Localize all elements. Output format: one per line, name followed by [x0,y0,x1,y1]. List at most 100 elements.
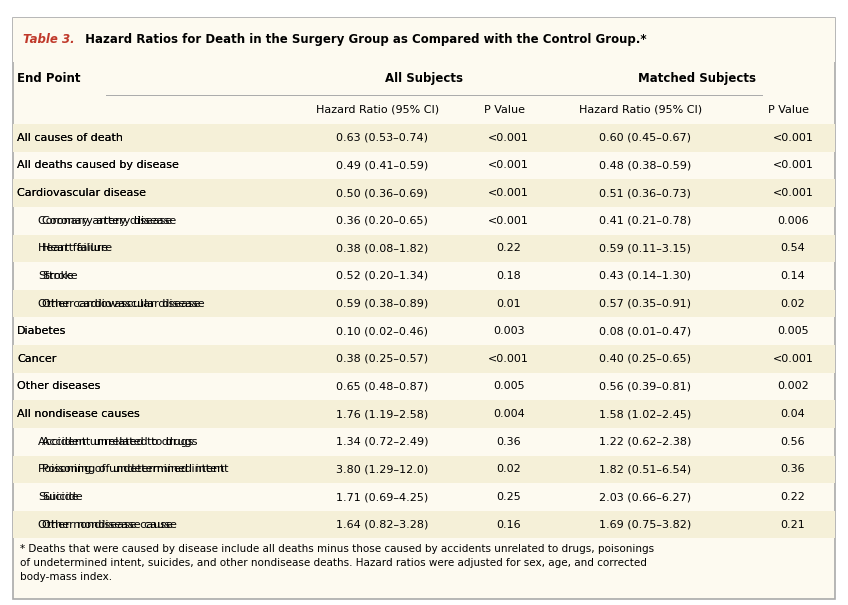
Text: 0.65 (0.48–0.87): 0.65 (0.48–0.87) [336,382,428,391]
Text: Diabetes: Diabetes [17,326,66,336]
Text: Hazard Ratio (95% CI): Hazard Ratio (95% CI) [578,105,702,114]
Text: 0.25: 0.25 [496,492,522,502]
Text: 0.59 (0.11–3.15): 0.59 (0.11–3.15) [600,243,691,253]
Text: 1.82 (0.51–6.54): 1.82 (0.51–6.54) [599,465,691,474]
Text: Cardiovascular disease: Cardiovascular disease [17,188,146,198]
Text: 0.003: 0.003 [493,326,525,336]
Text: Cardiovascular disease: Cardiovascular disease [17,188,146,198]
Text: 0.41 (0.21–0.78): 0.41 (0.21–0.78) [599,216,691,226]
Text: Heart failure: Heart failure [38,243,109,253]
Text: 0.51 (0.36–0.73): 0.51 (0.36–0.73) [600,188,691,198]
Text: All nondisease causes: All nondisease causes [17,409,140,419]
Text: Other diseases: Other diseases [17,382,100,391]
Text: 0.005: 0.005 [493,382,525,391]
Text: 0.52 (0.20–1.34): 0.52 (0.20–1.34) [336,271,428,281]
Text: Hazard Ratio (95% CI): Hazard Ratio (95% CI) [315,105,439,114]
Text: Matched Subjects: Matched Subjects [639,72,756,85]
Text: 0.38 (0.08–1.82): 0.38 (0.08–1.82) [336,243,428,253]
Text: 0.006: 0.006 [777,216,809,226]
Text: <0.001: <0.001 [773,188,813,198]
Text: 1.76 (1.19–2.58): 1.76 (1.19–2.58) [336,409,428,419]
Text: Suicide: Suicide [42,492,83,502]
Text: P Value: P Value [484,105,525,114]
Text: 0.59 (0.38–0.89): 0.59 (0.38–0.89) [336,299,428,309]
Text: Cancer: Cancer [17,354,56,364]
Text: 0.36 (0.20–0.65): 0.36 (0.20–0.65) [337,216,428,226]
Text: Diabetes: Diabetes [17,326,66,336]
Text: End Point: End Point [17,72,81,85]
Text: 0.10 (0.02–0.46): 0.10 (0.02–0.46) [337,326,428,336]
Text: 0.43 (0.14–1.30): 0.43 (0.14–1.30) [600,271,691,281]
Text: Cancer: Cancer [17,354,56,364]
Text: Other nondisease cause: Other nondisease cause [38,520,173,529]
Text: Other cardiovascular disease: Other cardiovascular disease [42,299,205,309]
Text: <0.001: <0.001 [773,133,813,143]
Text: 0.38 (0.25–0.57): 0.38 (0.25–0.57) [336,354,428,364]
Text: Accident unrelated to drugs: Accident unrelated to drugs [42,437,198,446]
Text: 0.40 (0.25–0.65): 0.40 (0.25–0.65) [600,354,691,364]
Text: Hazard Ratios for Death in the Surgery Group as Compared with the Control Group.: Hazard Ratios for Death in the Surgery G… [81,33,646,47]
Text: 0.48 (0.38–0.59): 0.48 (0.38–0.59) [599,160,691,171]
Text: 0.14: 0.14 [780,271,806,281]
Text: All Subjects: All Subjects [385,72,463,85]
Text: 1.34 (0.72–2.49): 1.34 (0.72–2.49) [336,437,428,446]
Text: Accident unrelated to drugs: Accident unrelated to drugs [38,437,193,446]
Text: Other cardiovascular disease: Other cardiovascular disease [38,299,201,309]
Text: 1.22 (0.62–2.38): 1.22 (0.62–2.38) [599,437,691,446]
Text: 0.04: 0.04 [780,409,806,419]
Text: All causes of death: All causes of death [17,133,123,143]
Text: 0.57 (0.35–0.91): 0.57 (0.35–0.91) [600,299,691,309]
Text: 1.64 (0.82–3.28): 1.64 (0.82–3.28) [336,520,428,529]
Text: 1.71 (0.69–4.25): 1.71 (0.69–4.25) [336,492,428,502]
Text: Other nondisease cause: Other nondisease cause [42,520,177,529]
Text: 0.50 (0.36–0.69): 0.50 (0.36–0.69) [337,188,428,198]
Text: <0.001: <0.001 [488,216,529,226]
Text: All deaths caused by disease: All deaths caused by disease [17,160,179,171]
Text: 0.49 (0.41–0.59): 0.49 (0.41–0.59) [336,160,428,171]
Text: 0.005: 0.005 [777,326,809,336]
Text: Coronary artery disease: Coronary artery disease [42,216,176,226]
Text: 0.02: 0.02 [496,465,522,474]
Text: 1.69 (0.75–3.82): 1.69 (0.75–3.82) [599,520,691,529]
Text: <0.001: <0.001 [773,354,813,364]
Text: All deaths caused by disease: All deaths caused by disease [17,160,179,171]
Text: 0.22: 0.22 [496,243,522,253]
Text: <0.001: <0.001 [488,160,529,171]
Text: <0.001: <0.001 [488,133,529,143]
Text: P Value: P Value [768,105,809,114]
Text: Poisoning of undetermined intent: Poisoning of undetermined intent [42,465,229,474]
Text: 0.60 (0.45–0.67): 0.60 (0.45–0.67) [600,133,691,143]
Text: 0.08 (0.01–0.47): 0.08 (0.01–0.47) [599,326,691,336]
Text: 0.22: 0.22 [780,492,806,502]
Text: Poisoning of undetermined intent: Poisoning of undetermined intent [38,465,225,474]
Text: 0.56: 0.56 [780,437,806,446]
Text: * Deaths that were caused by disease include all deaths minus those caused by ac: * Deaths that were caused by disease inc… [20,544,654,583]
Text: 0.01: 0.01 [496,299,522,309]
Text: 0.02: 0.02 [780,299,806,309]
Text: Stroke: Stroke [38,271,74,281]
Text: 0.18: 0.18 [496,271,522,281]
Text: 0.36: 0.36 [496,437,522,446]
Text: 0.16: 0.16 [496,520,522,529]
Text: <0.001: <0.001 [488,354,529,364]
Text: All causes of death: All causes of death [17,133,123,143]
Text: 2.03 (0.66–6.27): 2.03 (0.66–6.27) [599,492,691,502]
Text: 0.56 (0.39–0.81): 0.56 (0.39–0.81) [600,382,691,391]
Text: Heart failure: Heart failure [42,243,113,253]
Text: Suicide: Suicide [38,492,79,502]
Text: 0.21: 0.21 [780,520,806,529]
Text: 0.36: 0.36 [780,465,806,474]
Text: Coronary artery disease: Coronary artery disease [38,216,172,226]
Text: 0.004: 0.004 [493,409,525,419]
Text: Table 3.: Table 3. [23,33,75,47]
Text: All nondisease causes: All nondisease causes [17,409,140,419]
Text: <0.001: <0.001 [488,188,529,198]
Text: 0.63 (0.53–0.74): 0.63 (0.53–0.74) [337,133,428,143]
Text: 3.80 (1.29–12.0): 3.80 (1.29–12.0) [336,465,428,474]
Text: Other diseases: Other diseases [17,382,100,391]
Text: 0.54: 0.54 [780,243,806,253]
Text: 0.002: 0.002 [777,382,809,391]
Text: <0.001: <0.001 [773,160,813,171]
Text: Stroke: Stroke [42,271,78,281]
Text: 1.58 (1.02–2.45): 1.58 (1.02–2.45) [599,409,691,419]
